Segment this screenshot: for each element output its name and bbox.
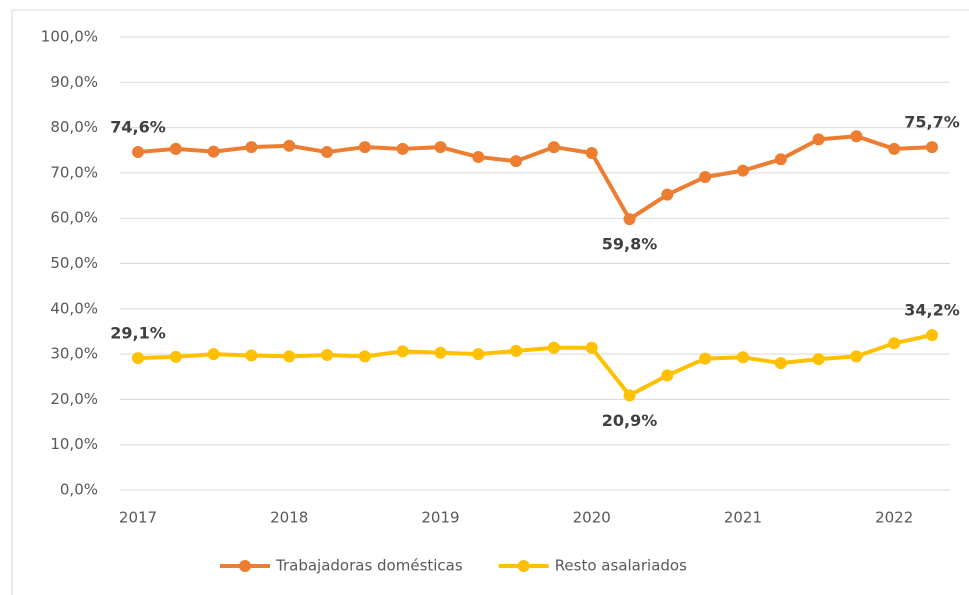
y-tick-label: 0,0% bbox=[60, 481, 98, 499]
data-point bbox=[321, 146, 334, 159]
data-point bbox=[358, 141, 371, 154]
data-label: 34,2% bbox=[904, 301, 960, 320]
x-tick-label: 2018 bbox=[270, 509, 308, 527]
data-label: 75,7% bbox=[904, 113, 960, 132]
y-tick-label: 50,0% bbox=[50, 254, 98, 272]
data-point bbox=[888, 337, 901, 350]
data-point bbox=[169, 142, 182, 155]
data-label: 29,1% bbox=[110, 324, 166, 343]
data-label: 74,6% bbox=[110, 118, 166, 137]
y-tick-label: 80,0% bbox=[50, 118, 98, 136]
data-point bbox=[245, 141, 258, 154]
data-point bbox=[585, 146, 598, 159]
data-point bbox=[169, 350, 182, 363]
x-tick-label: 2020 bbox=[573, 509, 611, 527]
legend-label: Resto asalariados bbox=[555, 557, 687, 575]
data-point bbox=[888, 142, 901, 155]
data-point bbox=[283, 350, 296, 363]
data-point bbox=[510, 344, 523, 357]
y-tick-label: 40,0% bbox=[50, 299, 98, 317]
data-point bbox=[623, 213, 636, 226]
data-point bbox=[207, 145, 220, 158]
data-point bbox=[926, 141, 938, 154]
data-point bbox=[245, 349, 258, 362]
y-tick-label: 10,0% bbox=[50, 435, 98, 453]
data-point bbox=[396, 345, 409, 358]
data-point bbox=[434, 141, 447, 154]
data-point bbox=[472, 348, 485, 361]
x-tick-label: 2022 bbox=[875, 509, 913, 527]
data-point bbox=[321, 349, 334, 362]
data-point bbox=[207, 348, 220, 361]
data-point bbox=[623, 389, 636, 402]
data-point bbox=[699, 170, 712, 183]
y-tick-label: 30,0% bbox=[50, 345, 98, 363]
data-point bbox=[132, 146, 144, 159]
legend-label: Trabajadoras domésticas bbox=[275, 557, 463, 575]
data-point bbox=[812, 353, 825, 366]
data-point bbox=[396, 142, 409, 155]
chart-frame bbox=[11, 9, 969, 595]
data-point bbox=[132, 352, 144, 365]
data-point bbox=[736, 351, 749, 364]
data-point bbox=[283, 139, 296, 152]
data-point bbox=[510, 155, 523, 168]
data-point bbox=[434, 346, 447, 359]
x-tick-label: 2021 bbox=[724, 509, 762, 527]
series-line bbox=[137, 333, 933, 398]
data-point bbox=[850, 350, 863, 363]
data-point bbox=[661, 188, 674, 201]
y-tick-label: 60,0% bbox=[50, 209, 98, 227]
x-tick-label: 2017 bbox=[119, 509, 157, 527]
data-point bbox=[926, 329, 938, 342]
legend-swatch-marker bbox=[517, 560, 530, 572]
data-point bbox=[736, 164, 749, 177]
series-line bbox=[137, 134, 933, 222]
data-point bbox=[850, 130, 863, 143]
y-tick-label: 100,0% bbox=[41, 28, 98, 46]
x-tick-label: 2019 bbox=[421, 509, 459, 527]
data-point bbox=[547, 341, 560, 354]
data-point bbox=[774, 153, 787, 166]
data-point bbox=[661, 369, 674, 382]
y-tick-label: 20,0% bbox=[50, 390, 98, 408]
legend-swatch-marker bbox=[239, 560, 251, 572]
data-point bbox=[547, 141, 560, 154]
data-point bbox=[585, 341, 598, 354]
data-point bbox=[699, 352, 712, 365]
data-point bbox=[472, 151, 485, 164]
data-point bbox=[358, 350, 371, 363]
data-label: 59,8% bbox=[602, 235, 658, 254]
y-tick-label: 70,0% bbox=[50, 163, 98, 181]
data-point bbox=[774, 357, 787, 370]
data-label: 20,9% bbox=[602, 411, 658, 430]
data-point bbox=[812, 133, 825, 146]
y-tick-label: 90,0% bbox=[50, 73, 98, 91]
